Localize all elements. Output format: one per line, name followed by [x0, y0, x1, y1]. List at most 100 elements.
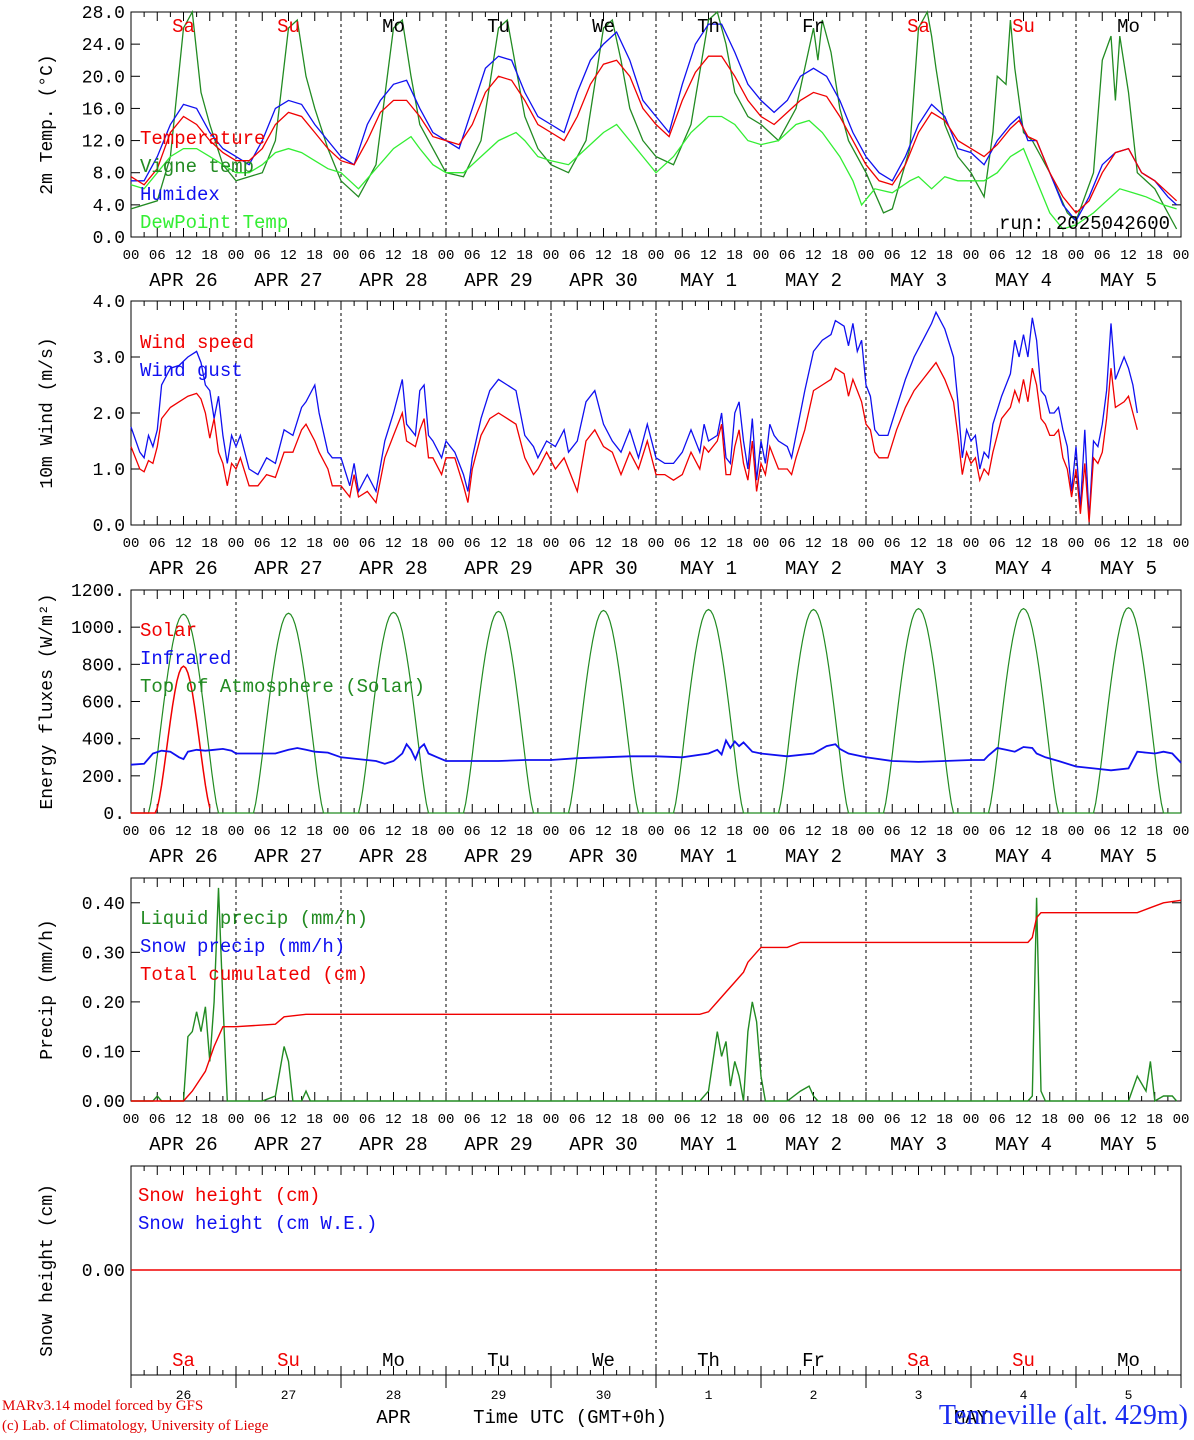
y-axis-label: Snow height (cm) [38, 1184, 58, 1357]
legend-entry: DewPoint Temp [140, 212, 288, 234]
hour-tick-label: 12 [910, 1112, 927, 1128]
hour-tick-label: 18 [306, 1112, 323, 1128]
hour-tick-label: 12 [280, 536, 297, 552]
hour-tick-label: 06 [569, 824, 586, 840]
weekday-label: Mo [1117, 1350, 1140, 1372]
hour-tick-label: 12 [385, 1112, 402, 1128]
date-label: APR 26 [149, 1134, 217, 1156]
hour-tick-label: 00 [123, 248, 140, 264]
hour-tick-label: 12 [805, 536, 822, 552]
hour-tick-label: 00 [1068, 824, 1085, 840]
legend-entry: Snow height (cm W.E.) [138, 1213, 377, 1235]
y-tick-label: 400. [82, 731, 125, 751]
day-number-label: 5 [1125, 1388, 1133, 1403]
hour-tick-label: 12 [1120, 248, 1137, 264]
hour-tick-label: 12 [805, 824, 822, 840]
hour-tick-label: 18 [306, 824, 323, 840]
hour-tick-label: 06 [674, 824, 691, 840]
y-axis-label: 10m Wind (m/s) [38, 337, 58, 488]
date-label: APR 26 [149, 270, 217, 292]
hour-tick-label: 12 [175, 824, 192, 840]
date-label: MAY 5 [1100, 1134, 1157, 1156]
hour-tick-label: 18 [1041, 824, 1058, 840]
date-label: MAY 2 [785, 1134, 842, 1156]
hour-tick-label: 18 [621, 248, 638, 264]
y-tick-label: 4.0 [93, 197, 125, 217]
hour-tick-label: 12 [175, 1112, 192, 1128]
hour-tick-label: 12 [1015, 1112, 1032, 1128]
hour-tick-label: 18 [1146, 248, 1163, 264]
hour-tick-label: 00 [1173, 536, 1190, 552]
panel-2: 10m Wind (m/s) 0.0 1.0 2.0 3.0 4.0 00 06 12 18 00 0… [38, 293, 1189, 580]
hour-tick-label: 18 [1146, 536, 1163, 552]
date-label: APR 27 [254, 1134, 322, 1156]
hour-tick-label: 00 [333, 1112, 350, 1128]
day-number-label: 4 [1020, 1388, 1028, 1403]
hour-tick-label: 00 [228, 248, 245, 264]
hour-tick-label: 00 [858, 536, 875, 552]
hour-tick-label: 12 [700, 1112, 717, 1128]
hour-tick-label: 00 [963, 1112, 980, 1128]
y-tick-label: 20.0 [82, 68, 125, 88]
hour-tick-label: 00 [123, 824, 140, 840]
hour-tick-label: 00 [438, 536, 455, 552]
weekday-label: Su [277, 1350, 300, 1372]
hour-tick-label: 18 [1146, 824, 1163, 840]
hour-tick-label: 18 [201, 824, 218, 840]
hour-tick-label: 00 [123, 536, 140, 552]
hour-tick-label: 12 [595, 1112, 612, 1128]
hour-tick-label: 06 [1094, 536, 1111, 552]
hour-tick-label: 06 [989, 824, 1006, 840]
series-dewpoint-temp [130, 115, 1177, 230]
hour-tick-label: 06 [779, 536, 796, 552]
hour-tick-label: 00 [333, 248, 350, 264]
date-label: MAY 1 [680, 1134, 737, 1156]
hour-tick-label: 06 [1094, 1112, 1111, 1128]
hour-tick-label: 06 [254, 824, 271, 840]
hour-tick-label: 06 [464, 248, 481, 264]
hour-tick-label: 06 [359, 536, 376, 552]
panel-5: Snow height (cm) 0.00 Snow height (cm) Snow… [38, 1165, 1182, 1429]
hour-tick-label: 12 [175, 536, 192, 552]
hour-tick-label: 00 [333, 536, 350, 552]
hour-tick-label: 18 [411, 824, 428, 840]
date-label: MAY 5 [1100, 846, 1157, 868]
date-label: APR 30 [569, 1134, 637, 1156]
date-label: MAY 3 [890, 558, 947, 580]
hour-tick-label: 18 [621, 1112, 638, 1128]
hour-tick-label: 06 [149, 248, 166, 264]
hour-tick-label: 06 [359, 1112, 376, 1128]
hour-tick-label: 00 [753, 536, 770, 552]
hour-tick-label: 00 [543, 1112, 560, 1128]
y-tick-label: 4.0 [93, 293, 125, 313]
hour-tick-label: 00 [228, 1112, 245, 1128]
weekday-label: Su [1012, 16, 1035, 38]
hour-tick-label: 00 [1173, 824, 1190, 840]
hour-tick-label: 12 [280, 248, 297, 264]
hour-tick-label: 06 [779, 248, 796, 264]
hour-tick-label: 00 [1068, 1112, 1085, 1128]
y-tick-label: 12.0 [82, 133, 125, 153]
date-label: MAY 1 [680, 558, 737, 580]
hour-tick-label: 12 [910, 248, 927, 264]
series-humidex [131, 23, 1178, 223]
weekday-label: Mo [1117, 16, 1140, 38]
hour-tick-label: 12 [805, 248, 822, 264]
series-wind-speed [130, 361, 1138, 523]
hour-tick-label: 18 [726, 536, 743, 552]
hour-tick-label: 06 [884, 1112, 901, 1128]
hour-tick-label: 00 [438, 824, 455, 840]
hour-tick-label: 18 [831, 1112, 848, 1128]
hour-tick-label: 00 [753, 824, 770, 840]
weekday-label: Mo [382, 16, 405, 38]
y-axis-label: Energy fluxes (W/m²) [38, 593, 58, 809]
hour-tick-label: 00 [438, 1112, 455, 1128]
series-liquid-precip-mm-h- [131, 887, 1178, 1103]
hour-tick-label: 18 [411, 248, 428, 264]
hour-tick-label: 06 [674, 536, 691, 552]
hour-tick-label: 00 [963, 248, 980, 264]
month-label: MAY [954, 1407, 989, 1429]
date-label: MAY 3 [890, 1134, 947, 1156]
legend-entry: Vigne temp [140, 156, 254, 178]
